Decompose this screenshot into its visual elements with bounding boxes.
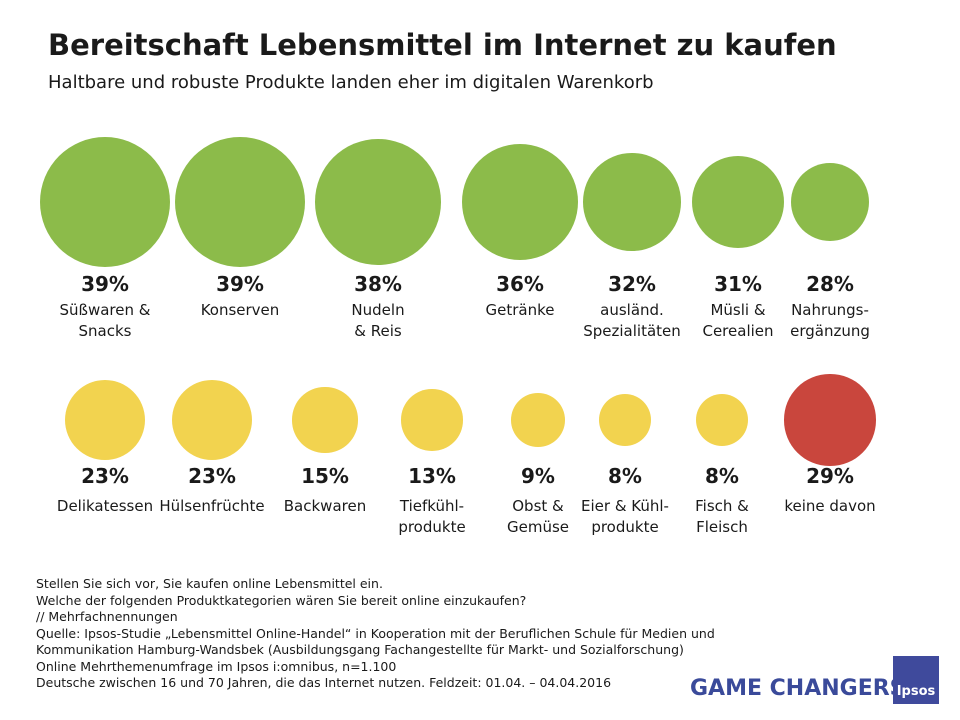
value-label: 8% <box>705 464 739 488</box>
bubble <box>583 153 681 251</box>
subtitle: Haltbare und robuste Produkte landen ehe… <box>48 72 654 93</box>
footnote: Online Mehrthemenumfrage im Ipsos i:omni… <box>36 658 397 674</box>
category-label: Eier & Kühl- produkte <box>581 497 669 536</box>
value-label: 9% <box>521 464 555 488</box>
bubble <box>599 394 651 446</box>
category-label: Süßwaren & Snacks <box>59 301 151 340</box>
value-label: 28% <box>806 272 854 296</box>
category-label: Müsli & Cerealien <box>702 301 774 340</box>
value-label: 15% <box>301 464 349 488</box>
bubble <box>401 389 463 451</box>
bubble <box>696 394 748 446</box>
footnote: Kommunikation Hamburg-Wandsbek (Ausbildu… <box>36 642 684 657</box>
title: Bereitschaft Lebensmittel im Internet zu… <box>48 28 837 62</box>
value-label: 38% <box>354 272 402 296</box>
category-label: Getränke <box>485 301 555 319</box>
category-label: Backwaren <box>283 497 367 515</box>
value-label: 8% <box>608 464 642 488</box>
bubble <box>461 143 579 261</box>
bubble <box>511 393 565 447</box>
value-label: 32% <box>608 272 656 296</box>
category-label: Tiefkühl- produkte <box>398 497 466 536</box>
category-label: Fisch & Fleisch <box>695 497 749 536</box>
bubble <box>691 155 785 249</box>
bubble <box>171 379 252 460</box>
value-label: 31% <box>714 272 762 296</box>
bubble <box>784 374 876 466</box>
bubble <box>39 136 171 268</box>
footnote: Stellen Sie sich vor, Sie kaufen online … <box>36 576 383 591</box>
brand: GAME CHANGERS <box>690 676 906 701</box>
value-label: 23% <box>81 464 129 488</box>
category-label: Konserven <box>200 301 280 319</box>
bubble <box>315 139 441 265</box>
footnote: Quelle: Ipsos-Studie „Lebensmittel Onlin… <box>36 625 715 641</box>
value-label: 29% <box>806 464 854 488</box>
footnote: Deutsche zwischen 16 und 70 Jahren, die … <box>36 675 612 690</box>
value-label: 36% <box>496 272 544 296</box>
logo: Ipsos <box>893 656 939 704</box>
footnote: // Mehrfachnennungen <box>36 609 178 624</box>
category-label: keine davon <box>784 497 876 515</box>
bubble <box>64 379 145 460</box>
category-label: Nudeln & Reis <box>351 301 405 340</box>
bubble <box>790 162 870 242</box>
value-label: 13% <box>408 464 456 488</box>
category-label: Delikatessen <box>56 497 154 515</box>
category-label: Nahrungs- ergänzung <box>790 301 870 340</box>
value-label: 39% <box>216 272 264 296</box>
category-label: Obst & Gemüse <box>506 497 569 536</box>
bubble <box>292 387 358 453</box>
value-label: 39% <box>81 272 129 296</box>
category-label: ausländ. Spezialitäten <box>583 301 681 340</box>
value-label: 23% <box>188 464 236 488</box>
category-label: Hülsenfrüchte <box>159 497 265 515</box>
footnote: Welche der folgenden Produktkategorien w… <box>36 592 527 608</box>
bubble <box>174 136 306 268</box>
